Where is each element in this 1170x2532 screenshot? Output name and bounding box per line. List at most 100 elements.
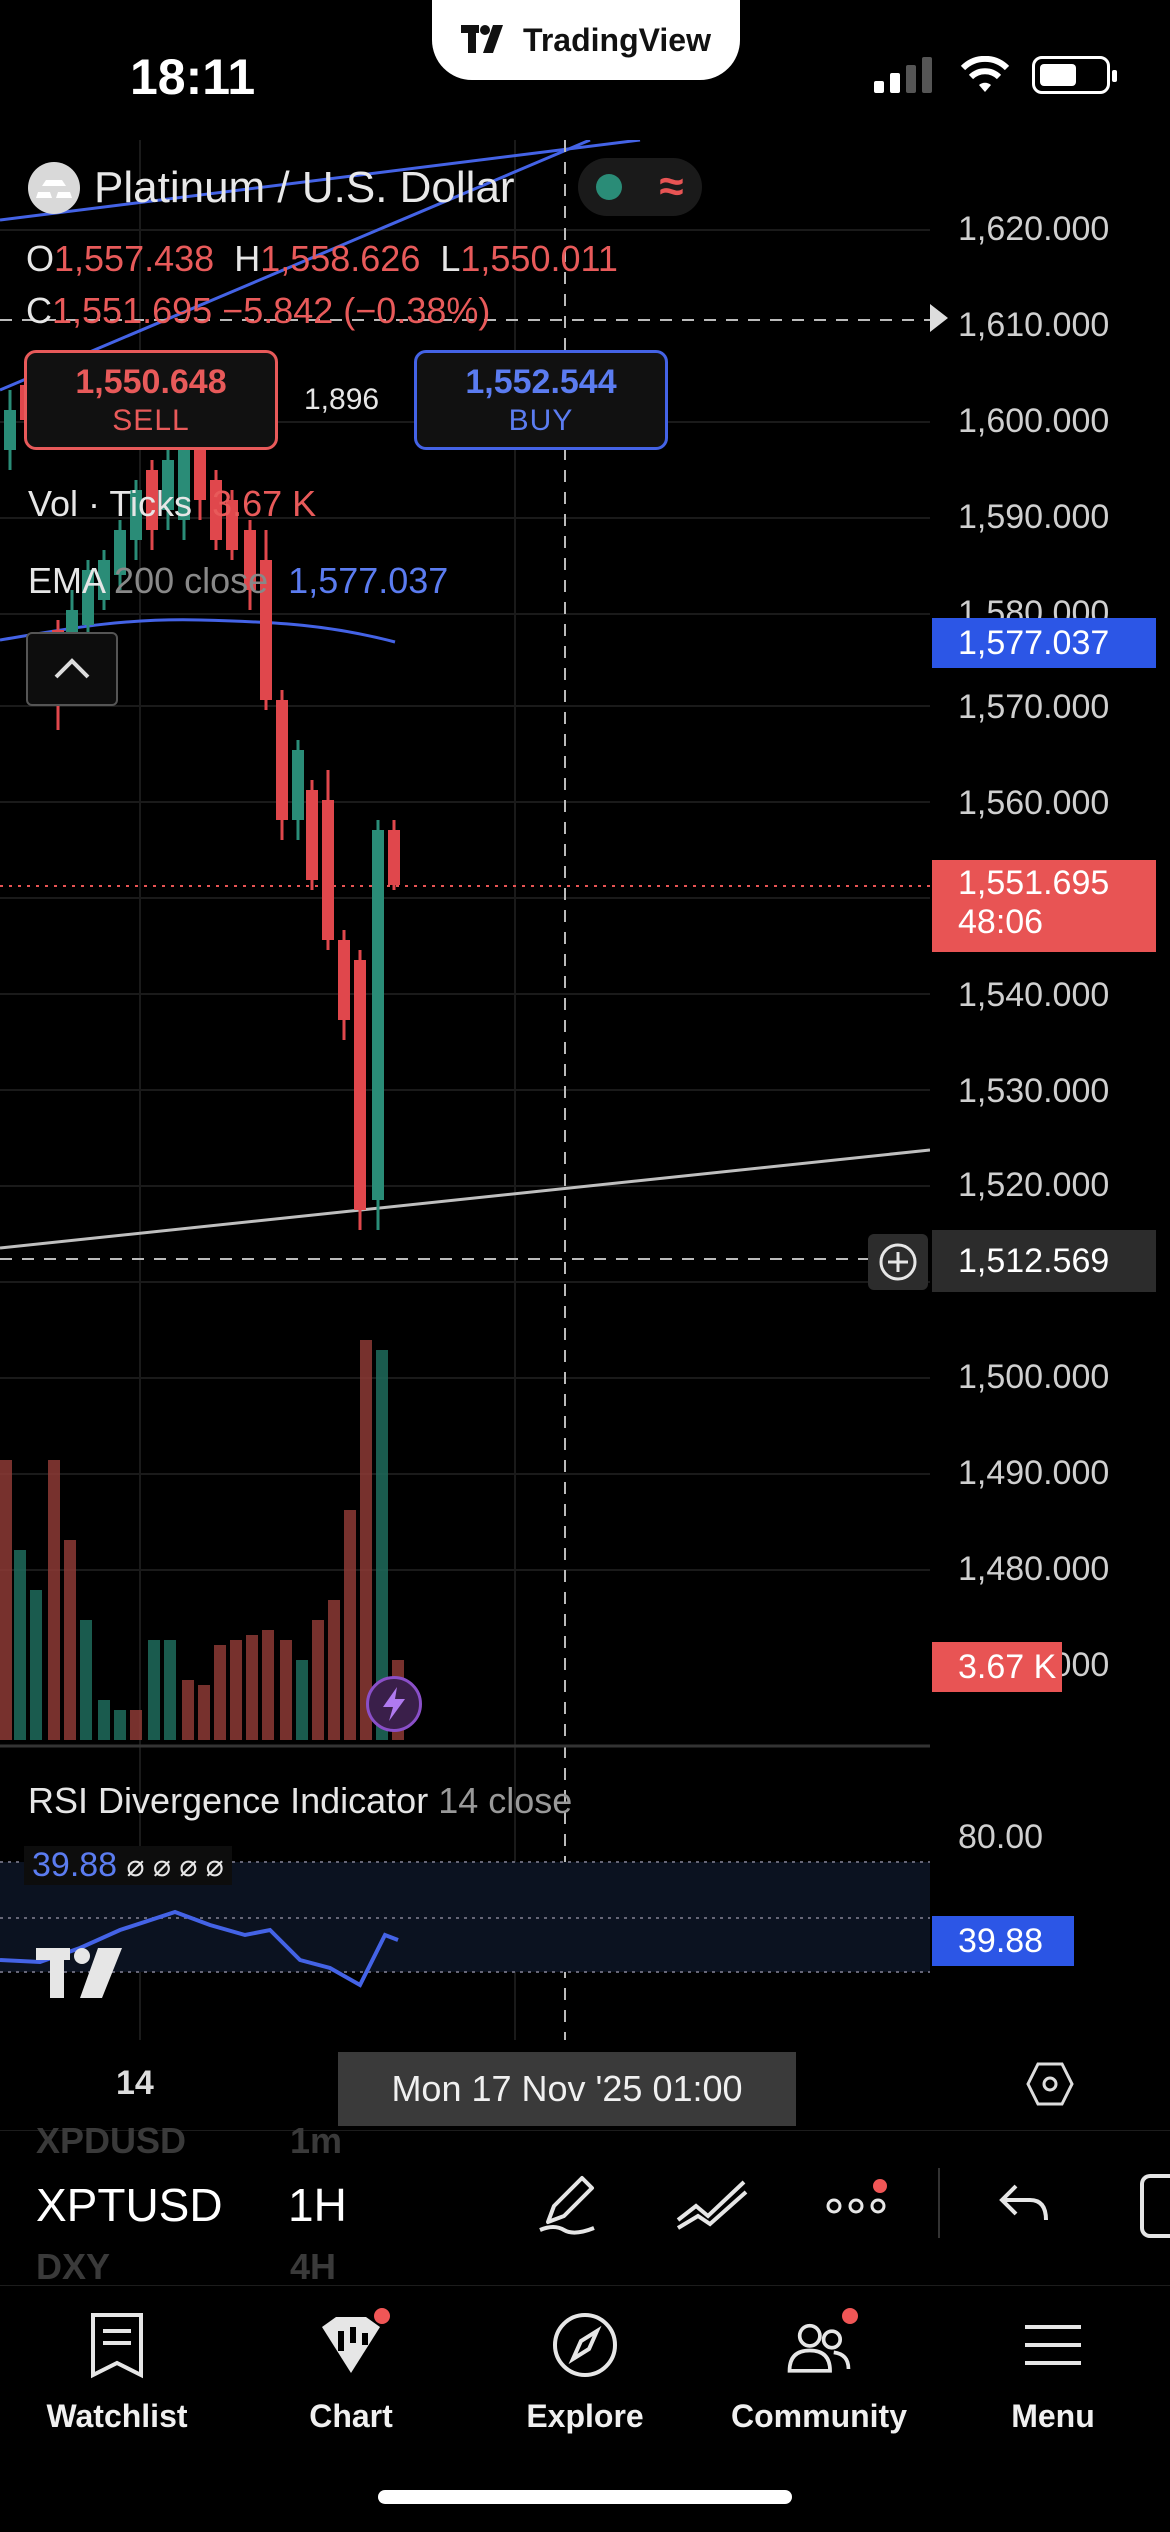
rsi-params: 14 close (438, 1780, 573, 1821)
volume-value: 3.67 K (212, 483, 317, 524)
chart-settings-button[interactable] (1026, 2062, 1074, 2111)
undo-icon (999, 2184, 1048, 2221)
cellular-signal-icon (874, 57, 932, 93)
quick-action-button[interactable] (366, 1676, 422, 1732)
price-tick: 1,610.000 (958, 306, 1110, 344)
rsi-legend[interactable]: RSI Divergence Indicator 14 close (28, 1780, 572, 1822)
ema-legend[interactable]: EMA 200 close 1,577.037 (28, 560, 448, 602)
volume-bars (0, 1340, 404, 1740)
tab-explore[interactable]: Explore (468, 2290, 702, 2460)
open-label: O (26, 238, 55, 279)
volume-label: Vol · Ticks (28, 483, 193, 524)
support-line[interactable] (0, 1148, 930, 1250)
compass-icon (550, 2310, 620, 2380)
rsi-title: RSI Divergence Indicator (28, 1780, 429, 1821)
tradingview-watermark-icon (36, 1948, 122, 1998)
chart-icon (316, 2308, 390, 2380)
trend-line-upper[interactable] (0, 140, 641, 222)
chart-toolbar (0, 2130, 1170, 2286)
price-tick: 1,520.000 (958, 1166, 1110, 1204)
delayed-data-icon: ≈ (659, 162, 684, 211)
market-status[interactable]: ≈ (578, 158, 702, 216)
timeframe-prev[interactable]: 1m (290, 2120, 343, 2161)
drawing-tool-button[interactable] (534, 2170, 602, 2243)
tab-label: Community (731, 2398, 907, 2434)
trend-tools-button[interactable] (674, 2176, 750, 2237)
buy-button[interactable]: 1,552.544 BUY (414, 350, 668, 450)
tab-community[interactable]: Community (702, 2290, 936, 2460)
close-label: C (26, 290, 52, 331)
tab-label: Chart (309, 2398, 393, 2434)
ohlc-row-2: C1,551.695 −5.842 (−0.38%) (26, 290, 490, 332)
rsi-value-tag: 39.88 (932, 1916, 1074, 1966)
battery-icon (1032, 56, 1117, 94)
bottom-tab-bar: Watchlist Chart Explore (0, 2290, 1170, 2460)
timeframe-next[interactable]: 4H (290, 2246, 337, 2287)
price-tick: 1,560.000 (958, 784, 1110, 822)
symbol-legend[interactable]: Platinum / U.S. Dollar ≈ (28, 158, 702, 216)
fullscreen-button[interactable] (1140, 2174, 1170, 2238)
toolbar-divider (938, 2168, 940, 2238)
last-price-value: 1,551.695 (958, 864, 1110, 902)
collapse-legend-button[interactable] (26, 632, 118, 706)
ema-params: 200 close (114, 560, 269, 601)
price-tick: 1,590.000 (958, 498, 1110, 536)
chevron-up-icon (54, 658, 90, 679)
watchlist-icon (82, 2310, 152, 2380)
brand-name: TradingView (523, 21, 711, 58)
symbol-next[interactable]: DXY (36, 2246, 111, 2287)
price-tick: 1,480.000 (958, 1550, 1110, 1588)
symbol-selector[interactable]: XPTUSD (36, 2179, 223, 2231)
hexagon-settings-icon (1026, 2062, 1074, 2106)
undo-button[interactable] (996, 2180, 1052, 2231)
trend-line-lower[interactable] (0, 140, 591, 392)
crosshair-price-tag: 1,512.569 (932, 1230, 1156, 1292)
tab-menu[interactable]: Menu (936, 2290, 1170, 2460)
volume-tag: 3.67 K (932, 1642, 1062, 1692)
ema-value: 1,577.037 (288, 560, 449, 601)
change-value: −5.842 (−0.38%) (222, 290, 491, 331)
sell-button[interactable]: 1,550.648 SELL (24, 350, 278, 450)
market-open-dot-icon (596, 174, 623, 200)
last-price-tag: 1,551.695 48:06 (932, 860, 1156, 952)
community-icon (784, 2308, 858, 2380)
trend-lines-icon (676, 2180, 748, 2230)
low-value: 1,550.011 (460, 238, 618, 279)
timeframe-selector[interactable]: 1H (288, 2179, 347, 2231)
notification-dot (842, 2308, 858, 2324)
high-value: 1,558.626 (260, 238, 421, 279)
home-indicator[interactable] (378, 2490, 792, 2504)
price-tick: 1,620.000 (958, 210, 1110, 248)
ema-price-tag: 1,577.037 (932, 618, 1156, 668)
tab-label: Watchlist (46, 2398, 188, 2434)
spread-value: 1,896 (304, 383, 380, 416)
tradingview-logo-icon (461, 25, 504, 53)
volume-legend[interactable]: Vol · Ticks 3.67 K (28, 483, 316, 525)
price-tick: 1,570.000 (958, 688, 1110, 726)
open-value: 1,557.438 (54, 238, 215, 279)
add-alert-button[interactable] (868, 1234, 928, 1290)
close-value: 1,551.695 (52, 290, 213, 331)
price-tick: 1,530.000 (958, 1072, 1110, 1110)
price-tick: 1,540.000 (958, 976, 1110, 1014)
hamburger-menu-icon (1018, 2310, 1088, 2380)
more-dots-icon (826, 2179, 887, 2214)
tab-watchlist[interactable]: Watchlist (0, 2290, 234, 2460)
sell-label: SELL (112, 404, 190, 437)
symbol-prev[interactable]: XPDUSD (36, 2120, 187, 2161)
price-tick: 1,490.000 (958, 1454, 1110, 1492)
sell-price: 1,550.648 (75, 363, 227, 401)
bar-countdown: 48:06 (958, 903, 1044, 941)
status-icons (874, 56, 1117, 94)
rsi-value: 39.88 (32, 1846, 118, 1884)
crosshair-time-label: Mon 17 Nov '25 01:00 (338, 2052, 796, 2126)
tab-chart[interactable]: Chart (234, 2290, 468, 2460)
wifi-icon (960, 56, 1010, 92)
tab-label: Explore (526, 2398, 644, 2434)
notification-dot (374, 2308, 390, 2324)
platinum-logo-icon (28, 162, 80, 214)
tradingview-pill[interactable]: TradingView (432, 0, 740, 80)
symbol-title: Platinum / U.S. Dollar (94, 163, 515, 212)
crosshair-arrow-icon (930, 304, 948, 332)
more-tools-button[interactable] (824, 2178, 894, 2228)
